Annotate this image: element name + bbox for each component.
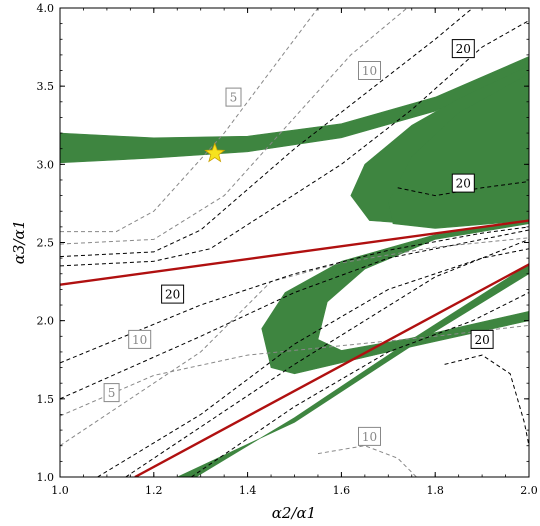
dark-dashed-contour-3	[60, 226, 529, 364]
y-tick-label-3: 2.5	[37, 237, 55, 250]
contour-label-box-3	[451, 39, 475, 59]
y-tick-label-0: 1.0	[37, 471, 55, 484]
contour-label-box-6	[128, 329, 152, 349]
contour-label-1: 5	[230, 91, 238, 105]
contour-label-box-1	[225, 87, 242, 107]
dark-dashed-contour-2	[60, 20, 529, 267]
dark-dashed-contour-7	[191, 292, 529, 477]
contour-label-6: 10	[132, 333, 147, 347]
x-tick-label-0: 1.0	[51, 484, 69, 497]
contour-labels: 5 10 20 20 20 10 5 20 10	[103, 39, 494, 446]
x-axis-label: α2/α1	[272, 504, 316, 522]
dark-dashed-contour-1	[60, 8, 474, 258]
dark-dashed-contour-5	[97, 248, 529, 477]
green-band-3	[261, 220, 529, 375]
star-marker	[204, 142, 226, 163]
contour-label-4: 20	[456, 177, 471, 191]
contour-label-7: 5	[108, 386, 116, 400]
contour-label-3: 20	[456, 42, 471, 56]
y-axis-label: α3/α1	[10, 220, 28, 264]
contour-label-8: 20	[474, 333, 489, 347]
contour-label-box-9	[358, 426, 381, 446]
contour-label-5: 20	[165, 288, 180, 302]
red-line-2	[134, 263, 529, 477]
gray-dashed-contour-4	[60, 237, 529, 447]
axis-ticks: 1.0 1.2 1.4 1.6 1.8 2.0 1.0 1.5 2.0 2.5 3.0 3.5 4.0	[37, 2, 538, 497]
contour-label-2: 10	[362, 64, 377, 78]
y-tick-label-2: 2.0	[37, 315, 55, 328]
contour-label-box-7	[103, 383, 120, 403]
gray-dashed-contour-5	[317, 445, 417, 477]
green-band-4	[177, 264, 529, 477]
green-band-1	[60, 56, 529, 164]
gray-dashed-contour-3	[60, 324, 529, 417]
x-tick-label-4: 1.8	[426, 484, 444, 497]
contour-label-box-4	[451, 173, 475, 193]
dark-dashed-contour-8	[444, 354, 529, 446]
gray-dashed-contour-1	[60, 8, 319, 233]
y-tick-label-1: 1.5	[37, 393, 55, 406]
contour-label-box-8	[470, 329, 494, 349]
dark-dashed-contour-6	[125, 238, 529, 477]
x-tick-label-1: 1.2	[145, 484, 163, 497]
plot-background	[60, 8, 529, 477]
gray-dashed-contour-2	[60, 8, 408, 245]
y-tick-label-5: 3.5	[37, 80, 55, 93]
contour-label-9: 10	[362, 430, 377, 444]
contour-label-box-5	[161, 284, 185, 304]
x-tick-label-2: 1.4	[239, 484, 257, 497]
plot-marks	[60, 8, 529, 477]
y-tick-label-6: 4.0	[37, 2, 55, 15]
x-tick-label-3: 1.6	[333, 484, 351, 497]
contour-label-box-2	[358, 61, 381, 80]
red-line-1	[60, 219, 529, 286]
green-band-2	[350, 65, 529, 229]
y-tick-label-4: 3.0	[37, 158, 55, 171]
x-tick-label-5: 2.0	[520, 484, 538, 497]
